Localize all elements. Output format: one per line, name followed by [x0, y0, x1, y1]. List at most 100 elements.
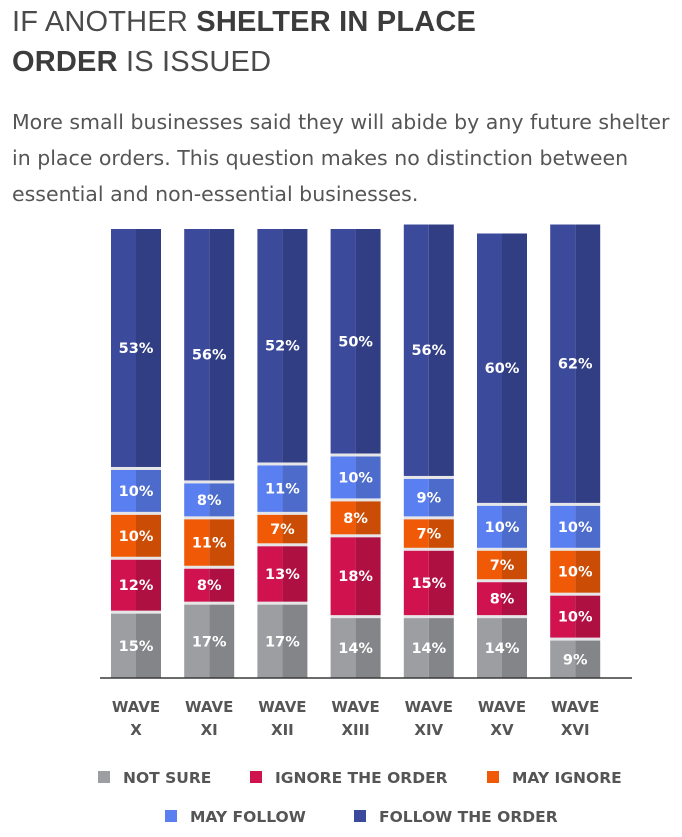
- bar-segment-right: [136, 229, 161, 467]
- bar-segment-left: [184, 604, 210, 678]
- segment-separator: [330, 534, 381, 538]
- bar-segment-left: [403, 224, 429, 476]
- legend-item: IGNORE THE ORDER: [250, 769, 448, 787]
- segment-separator: [550, 547, 601, 551]
- chart-title: IF ANOTHER SHELTER IN PLACE ORDER IS ISS…: [12, 2, 672, 82]
- segment-separator: [184, 601, 235, 605]
- bar-segment-right: [355, 456, 381, 499]
- data-label: 13%: [265, 567, 300, 583]
- bar-stack-6: 14% 8% 7% 10% 60%: [477, 233, 527, 678]
- title-bold-1: SHELTER IN PLACE: [196, 6, 477, 38]
- bar-stack-1: 15% 12% 10% 10% 53%: [111, 229, 161, 678]
- bar-segment: 7%: [257, 511, 308, 544]
- bar-segment: 14%: [403, 615, 454, 678]
- bar-stack-5: 14% 15% 7% 9% 56%: [403, 224, 454, 678]
- segment-separator: [330, 498, 381, 502]
- x-tick-label: XI: [201, 721, 218, 739]
- bar-segment-right: [282, 465, 308, 512]
- legend-swatch: [354, 810, 366, 822]
- segment-separator: [111, 610, 161, 614]
- x-tick-label: XV: [490, 721, 514, 739]
- bar-segment-left: [257, 546, 283, 602]
- data-label: 14%: [485, 641, 520, 657]
- bar-segment-left: [403, 519, 429, 548]
- bar-segment-right: [209, 604, 235, 678]
- bar-stack-3: 17% 13% 7% 11% 52%: [257, 229, 308, 678]
- segment-separator: [257, 601, 308, 605]
- data-label: 10%: [558, 565, 593, 581]
- bar-segment: 11%: [257, 462, 308, 512]
- bar-segment: 60%: [477, 233, 527, 503]
- bar-segment-left: [330, 456, 356, 499]
- segment-separator: [257, 462, 308, 466]
- segment-separator: [403, 615, 454, 619]
- bar-segment-right: [502, 550, 527, 580]
- legend-label: MAY FOLLOW: [190, 808, 306, 826]
- data-label: 8%: [343, 511, 368, 527]
- x-tick-label: WAVE: [185, 698, 233, 716]
- bar-segment-left: [550, 595, 576, 638]
- bar-segment-right: [575, 595, 601, 638]
- data-label: 11%: [265, 482, 300, 498]
- title-text-2: IS ISSUED: [117, 46, 272, 78]
- bar-segment-right: [502, 618, 527, 678]
- bar-segment: 8%: [184, 480, 235, 517]
- bar-segment: 7%: [403, 516, 454, 548]
- bar-segment: 10%: [111, 466, 161, 512]
- legend-item: FOLLOW THE ORDER: [354, 808, 558, 826]
- x-tick-label: X: [130, 721, 142, 739]
- bar-segment-left: [111, 514, 136, 557]
- bar-segment-left: [477, 550, 502, 580]
- x-tick-label: XVI: [561, 721, 590, 739]
- bar-segment: 56%: [403, 224, 454, 476]
- data-label: 7%: [490, 558, 515, 574]
- bar-stack-7: 9% 10% 10% 10% 62%: [550, 224, 601, 678]
- legend-item: MAY FOLLOW: [165, 808, 306, 826]
- bar-segment: 8%: [184, 565, 235, 602]
- bar-segment-left: [330, 537, 356, 616]
- segment-separator: [477, 547, 527, 551]
- bar-segment: 12%: [111, 556, 161, 611]
- bar-segment-right: [428, 618, 454, 678]
- segment-separator: [330, 453, 381, 457]
- segment-separator: [550, 502, 601, 506]
- bar-segment-right: [502, 233, 527, 503]
- bar-segment-right: [355, 501, 381, 535]
- bar-segment-right: [575, 550, 601, 593]
- bar-segment: 56%: [184, 229, 235, 481]
- bar-segment-left: [257, 604, 283, 678]
- legend-swatch: [165, 810, 177, 822]
- bar-segment: 17%: [257, 601, 308, 678]
- segment-separator: [330, 615, 381, 619]
- bar-segment-left: [330, 618, 356, 678]
- data-label: 11%: [192, 536, 227, 552]
- segment-separator: [111, 556, 161, 560]
- bar-segment-right: [209, 483, 235, 517]
- bar-segment: 8%: [477, 579, 527, 616]
- bar-segment: 10%: [550, 502, 601, 548]
- legend-label: MAY IGNORE: [512, 769, 622, 787]
- bar-segment: 17%: [184, 601, 235, 678]
- bar-segment-left: [550, 224, 576, 503]
- segment-separator: [403, 547, 454, 551]
- bar-segment-right: [428, 550, 454, 616]
- bar-segment-left: [184, 229, 210, 481]
- bar-segment-left: [477, 505, 502, 548]
- x-tick-label: WAVE: [405, 698, 453, 716]
- segment-separator: [111, 466, 161, 470]
- bar-stack-4: 14% 18% 8% 10% 50%: [330, 229, 381, 678]
- bar-segment: 52%: [257, 229, 308, 463]
- bar-segment-left: [257, 514, 283, 544]
- x-tick-label: WAVE: [112, 698, 160, 716]
- bar-segment-right: [282, 546, 308, 602]
- bar-segment-left: [330, 229, 356, 454]
- x-tick-label: XII: [271, 721, 294, 739]
- legend-swatch: [98, 771, 110, 783]
- title-bold-2: ORDER: [12, 46, 118, 78]
- x-tick-label: WAVE: [331, 698, 379, 716]
- data-label: 60%: [485, 361, 520, 377]
- bar-segment: 10%: [111, 511, 161, 557]
- bar-segment-right: [575, 640, 601, 678]
- data-label: 10%: [119, 484, 154, 500]
